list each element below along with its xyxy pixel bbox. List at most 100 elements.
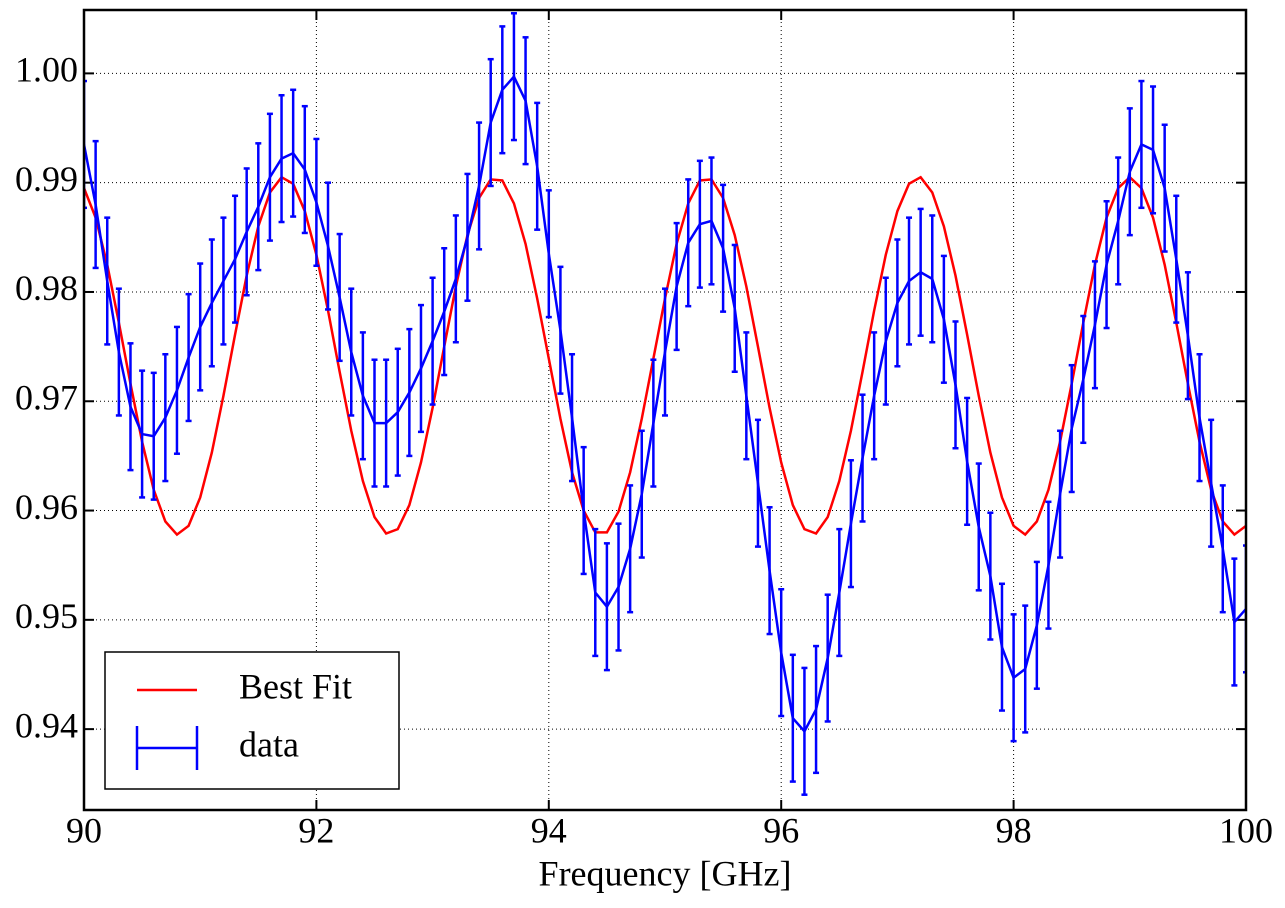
error-bar bbox=[359, 331, 366, 461]
error-bar bbox=[429, 276, 436, 406]
error-bar bbox=[1091, 260, 1098, 390]
error-bar bbox=[1184, 271, 1191, 401]
error-bar bbox=[987, 511, 994, 641]
error-bar bbox=[638, 429, 645, 559]
error-bar bbox=[487, 57, 494, 188]
legend-label: Best Fit bbox=[239, 666, 352, 706]
error-bar bbox=[813, 644, 820, 775]
error-bar bbox=[92, 139, 99, 270]
error-bar bbox=[243, 167, 250, 297]
error-bar bbox=[743, 331, 750, 461]
error-bar bbox=[894, 238, 901, 368]
error-bar bbox=[1022, 604, 1029, 734]
error-bar bbox=[162, 353, 169, 483]
legend-label: data bbox=[239, 724, 299, 764]
error-bar bbox=[406, 327, 413, 458]
error-bar bbox=[1173, 194, 1180, 324]
error-bar bbox=[906, 216, 913, 346]
error-bar bbox=[510, 12, 517, 142]
error-bar bbox=[882, 276, 889, 406]
error-bar bbox=[1138, 79, 1145, 210]
error-bar bbox=[394, 347, 401, 477]
y-tick-label: 0.99 bbox=[15, 159, 78, 199]
error-bar bbox=[1033, 560, 1040, 690]
error-bar bbox=[929, 214, 936, 344]
error-bar bbox=[859, 393, 866, 523]
error-bar bbox=[615, 522, 622, 652]
error-bar bbox=[1080, 314, 1087, 445]
error-bar bbox=[522, 36, 529, 166]
error-bar bbox=[1057, 429, 1064, 559]
error-bar bbox=[325, 181, 332, 311]
error-bar bbox=[1208, 418, 1215, 548]
error-bar bbox=[104, 216, 111, 346]
error-bar bbox=[964, 396, 971, 527]
error-bar bbox=[603, 542, 610, 672]
error-bar bbox=[545, 189, 552, 319]
error-bar bbox=[696, 159, 703, 289]
error-bar bbox=[115, 287, 122, 417]
y-tick-label: 0.96 bbox=[15, 487, 78, 527]
error-bar bbox=[871, 331, 878, 461]
error-bar bbox=[313, 137, 320, 267]
error-bar bbox=[452, 214, 459, 344]
error-bar bbox=[534, 101, 541, 231]
error-bar bbox=[464, 172, 471, 302]
error-bar bbox=[1068, 363, 1075, 494]
error-bar bbox=[499, 25, 506, 155]
legend-box bbox=[104, 651, 400, 790]
error-bar bbox=[1196, 353, 1203, 483]
error-bar bbox=[348, 287, 355, 417]
error-bar bbox=[836, 527, 843, 658]
error-bar bbox=[476, 121, 483, 251]
error-bar bbox=[290, 88, 297, 218]
error-bar bbox=[1115, 156, 1122, 286]
error-bar bbox=[627, 484, 634, 614]
error-bar bbox=[557, 265, 564, 395]
y-tick-label: 0.95 bbox=[15, 596, 78, 636]
error-bar bbox=[685, 178, 692, 308]
error-bar bbox=[650, 358, 657, 488]
error-bar bbox=[569, 353, 576, 483]
error-bar bbox=[220, 216, 227, 346]
error-bar bbox=[255, 142, 262, 272]
error-bar bbox=[208, 238, 215, 368]
x-tick-label: 94 bbox=[531, 810, 567, 850]
y-tick-label: 0.94 bbox=[15, 705, 78, 745]
error-bar bbox=[417, 303, 424, 434]
error-bar bbox=[1243, 544, 1246, 674]
error-bar bbox=[754, 418, 761, 548]
error-bar bbox=[383, 358, 390, 488]
error-bar bbox=[84, 79, 87, 210]
x-tick-label: 96 bbox=[763, 810, 799, 850]
error-bar bbox=[1219, 484, 1226, 614]
error-bar bbox=[778, 587, 785, 718]
error-bar bbox=[278, 93, 285, 224]
error-bar bbox=[150, 371, 157, 501]
error-bar bbox=[766, 506, 773, 636]
error-bar bbox=[662, 287, 668, 417]
error-bar bbox=[1010, 613, 1017, 743]
error-bar bbox=[731, 243, 738, 373]
error-bar bbox=[173, 325, 180, 455]
error-bar bbox=[197, 262, 204, 392]
error-bar bbox=[301, 104, 308, 235]
error-bar bbox=[824, 593, 831, 723]
error-bar bbox=[940, 254, 947, 384]
x-axis-label: Frequency [GHz] bbox=[539, 853, 792, 893]
error-bar bbox=[127, 342, 134, 472]
error-bar bbox=[801, 666, 808, 796]
error-bar bbox=[1161, 123, 1168, 253]
error-bar bbox=[232, 194, 239, 324]
error-bar bbox=[336, 232, 343, 363]
y-tick-label: 1.00 bbox=[15, 50, 78, 90]
error-bar bbox=[708, 156, 715, 286]
error-bar bbox=[266, 112, 273, 242]
y-tick-label: 0.97 bbox=[15, 378, 78, 418]
error-bar bbox=[1150, 85, 1157, 215]
error-bar bbox=[975, 462, 982, 592]
y-tick-label: 0.98 bbox=[15, 268, 78, 308]
error-bar bbox=[720, 183, 727, 313]
error-bar bbox=[1045, 500, 1052, 630]
